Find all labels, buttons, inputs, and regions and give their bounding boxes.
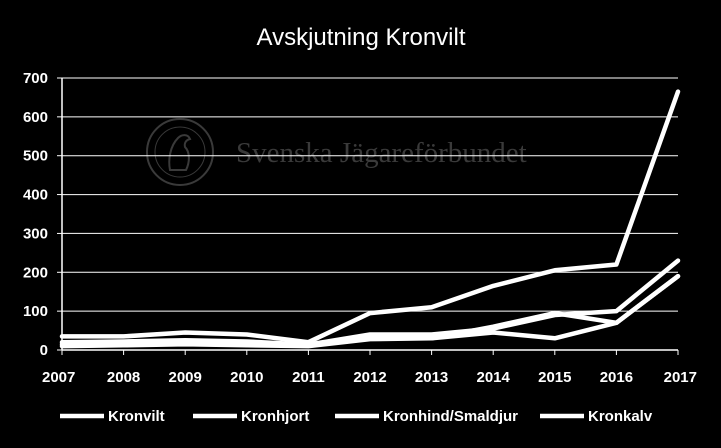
chart-title: Avskjutning Kronvilt [257,24,466,51]
x-tick-label: 2015 [538,369,571,386]
y-tick-label: 200 [23,264,48,281]
series-lines [59,89,681,349]
legend-label: Kronhind/Smaldjur [383,408,518,425]
legend-label: Kronvilt [108,408,165,425]
x-tick-label: 2007 [42,369,75,386]
watermark: Svenska Jägareförbundet [146,118,527,186]
legend: Kronvilt Kronhjort Kronhind/Smaldjur Kronka… [60,408,653,425]
x-tick-label: 2013 [415,369,448,386]
y-axis: 0 100 200 300 400 500 600 700 [23,70,63,359]
x-axis: 2007 2008 2009 2010 2011 2012 2013 2014 2015 2016… [42,349,697,386]
x-tick-label: 2012 [353,369,386,386]
series-line-kronkalv [59,258,681,347]
y-tick-label: 100 [23,303,48,320]
y-tick-label: 300 [23,225,48,242]
series-line-kronvilt [59,89,681,345]
association-seal-logo [146,118,214,186]
x-tick-label: 2010 [230,369,263,386]
x-tick-label: 2016 [600,369,633,386]
y-tick-label: 600 [23,109,48,126]
x-tick-label: 2008 [107,369,140,386]
x-tick-label: 2017 [664,369,697,386]
y-tick-label: 400 [23,187,48,204]
x-tick-label: 2014 [477,369,511,386]
legend-label: Kronkalv [588,408,653,425]
x-tick-label: 2011 [292,369,325,386]
watermark-text: Svenska Jägareförbundet [236,137,527,169]
y-tick-label: 0 [40,342,48,359]
y-tick-label: 700 [23,70,48,87]
y-tick-label: 500 [23,148,48,165]
legend-label: Kronhjort [241,408,309,425]
x-tick-label: 2009 [169,369,202,386]
